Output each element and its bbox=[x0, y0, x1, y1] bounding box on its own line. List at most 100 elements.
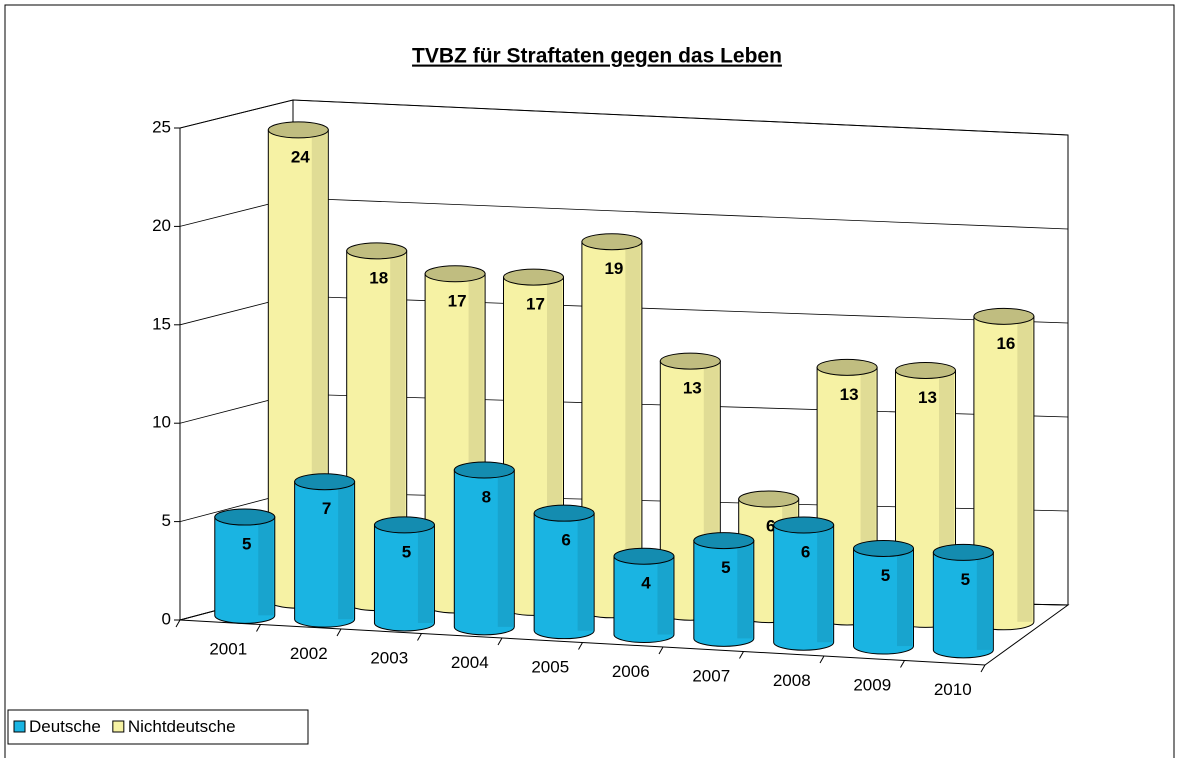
bar-shade bbox=[497, 470, 513, 627]
legend-label: Deutsche bbox=[29, 717, 101, 736]
bar-cap bbox=[816, 358, 878, 376]
x-tick-label: 2007 bbox=[692, 667, 730, 686]
data-label: 13 bbox=[683, 379, 702, 398]
legend-swatch bbox=[13, 720, 26, 733]
x-tick bbox=[417, 633, 422, 641]
data-label: 5 bbox=[242, 535, 251, 554]
bar-cap bbox=[693, 532, 755, 550]
data-label: 7 bbox=[322, 499, 331, 518]
bar-cap bbox=[581, 233, 643, 251]
data-label: 6 bbox=[766, 517, 775, 536]
x-tick-label: 2005 bbox=[531, 658, 569, 677]
legend: Deutsche Nichtdeutsche bbox=[7, 709, 309, 745]
data-label: 6 bbox=[801, 543, 810, 562]
data-label: 8 bbox=[482, 488, 491, 507]
cylinder: 7 bbox=[294, 473, 356, 628]
x-tick-label: 2010 bbox=[934, 680, 972, 699]
legend-swatch bbox=[112, 720, 125, 733]
grid-line bbox=[179, 99, 1069, 136]
bar-cap bbox=[267, 121, 329, 139]
bar-cap bbox=[453, 461, 515, 479]
x-tick-label: 2008 bbox=[773, 671, 811, 690]
cylinder: 5 bbox=[693, 532, 755, 647]
bar-shade bbox=[737, 540, 753, 639]
x-tick-label: 2002 bbox=[290, 644, 328, 663]
bar-cap bbox=[373, 516, 435, 534]
cylinder: 6 bbox=[773, 516, 835, 651]
cylinder: 4 bbox=[613, 547, 675, 643]
bar-cap bbox=[214, 508, 276, 526]
x-tick-label: 2003 bbox=[370, 649, 408, 668]
x-tick bbox=[256, 624, 261, 632]
y-tick-label: 20 bbox=[152, 216, 171, 235]
data-label: 5 bbox=[881, 566, 890, 585]
x-tick bbox=[497, 637, 503, 646]
legend-box bbox=[7, 709, 309, 745]
bar-shade bbox=[338, 481, 354, 620]
cylinder: 5 bbox=[214, 508, 276, 624]
data-label: 17 bbox=[526, 295, 545, 314]
bar-shade bbox=[976, 552, 992, 650]
bar-shade bbox=[897, 548, 912, 647]
bar-cap bbox=[613, 547, 675, 565]
cylinder: 19 bbox=[581, 233, 643, 619]
chart-title: TVBZ für Straftaten gegen das Leben bbox=[412, 45, 782, 68]
legend-label: Nichtdeutsche bbox=[128, 717, 236, 736]
bar-shade bbox=[625, 241, 641, 610]
data-label: 13 bbox=[840, 385, 859, 404]
cylinder: 6 bbox=[533, 504, 595, 640]
bar-cap bbox=[503, 268, 564, 286]
bar-cap bbox=[853, 539, 914, 557]
plot-area: 0 5 10 15 20 25 2001 2002 2003 2004 2005 2006 2007 20… bbox=[152, 99, 1070, 699]
y-tick-label: 10 bbox=[152, 413, 171, 432]
x-tick-label: 2006 bbox=[612, 662, 650, 681]
y-tick-label: 0 bbox=[162, 609, 171, 628]
bar-shade bbox=[258, 517, 274, 616]
data-label: 19 bbox=[604, 259, 623, 278]
cylinder: 8 bbox=[453, 461, 515, 636]
x-tick bbox=[658, 646, 664, 655]
bar-cap bbox=[659, 352, 721, 370]
cylinder: 5 bbox=[373, 516, 435, 632]
bar-cap bbox=[932, 543, 994, 561]
bar-cap bbox=[533, 504, 595, 522]
bar-cap bbox=[424, 265, 486, 283]
bar-shade bbox=[577, 513, 593, 631]
data-label: 18 bbox=[369, 268, 388, 287]
x-tick bbox=[578, 642, 583, 650]
bar-shade bbox=[1017, 316, 1033, 622]
x-tick bbox=[980, 664, 986, 673]
data-label: 4 bbox=[641, 574, 651, 593]
x-tick-label: 2001 bbox=[209, 640, 247, 659]
data-label: 17 bbox=[448, 291, 467, 310]
data-label: 5 bbox=[402, 542, 411, 561]
bar-shade bbox=[417, 524, 433, 623]
data-label: 13 bbox=[918, 388, 937, 407]
bar-shade bbox=[817, 525, 833, 643]
cylinder: 5 bbox=[932, 543, 994, 659]
x-tick bbox=[900, 660, 905, 668]
bar-cap bbox=[738, 490, 800, 508]
x-tick bbox=[819, 655, 825, 664]
bar-cap bbox=[294, 473, 356, 491]
x-tick-label: 2009 bbox=[853, 676, 891, 695]
data-label: 16 bbox=[996, 334, 1015, 353]
bar-cap bbox=[895, 361, 956, 379]
y-tick-label: 25 bbox=[152, 117, 171, 136]
bar-cap bbox=[773, 516, 835, 534]
data-label: 24 bbox=[291, 147, 310, 166]
bar-cap bbox=[346, 242, 408, 260]
x-tick bbox=[175, 619, 181, 628]
y-tick-label: 15 bbox=[152, 314, 171, 333]
bar-shade bbox=[657, 556, 673, 635]
x-tick bbox=[336, 628, 342, 637]
y-tick-label: 5 bbox=[162, 511, 171, 530]
bar-shade bbox=[390, 250, 406, 603]
bar-cap bbox=[973, 307, 1035, 325]
data-label: 6 bbox=[561, 531, 570, 550]
cylinder: 5 bbox=[853, 539, 914, 655]
x-tick bbox=[739, 651, 744, 659]
x-tick-label: 2004 bbox=[451, 653, 489, 672]
data-label: 5 bbox=[961, 570, 970, 589]
